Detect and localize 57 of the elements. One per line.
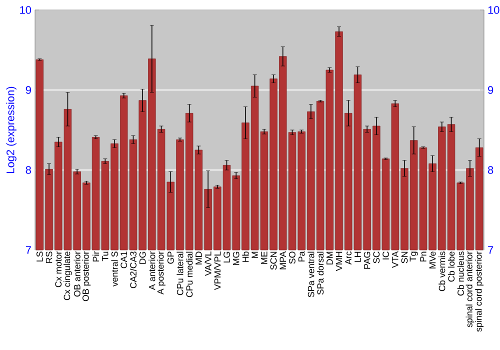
x-tick-label: MD [196, 252, 202, 264]
x-tick-label: DM [326, 252, 333, 264]
x-tick-label: VTA [392, 251, 398, 268]
x-tick-label: spinal cord anterior [466, 251, 474, 328]
x-tick-label: VA/VL [204, 251, 212, 276]
x-tick-label: Pir [92, 251, 100, 262]
x-tick-label: VPM/VPL [214, 251, 221, 290]
x-tick-label: ME [261, 252, 268, 264]
x-tick-label: Cx motor [55, 251, 62, 288]
x-tick-label: CA2/CA3 [130, 252, 137, 288]
x-tick-label: LH [354, 252, 361, 262]
y2-tick-label: 9 [488, 86, 494, 94]
x-tick-label: MVe [429, 252, 436, 268]
x-tick-label: Cb vermis [438, 252, 446, 292]
x-tick-label: CPu lateral [176, 252, 184, 296]
x-tick-label: LS [36, 252, 43, 262]
x-tick-label: OB anterior [74, 251, 80, 297]
x-tick-label: SPa ventral [308, 252, 314, 298]
y2-tick-label: 7 [488, 246, 494, 254]
x-tick-label: VMH [336, 252, 342, 272]
x-tick-label: CPu medial [186, 252, 193, 298]
x-tick-label: ventral S [111, 252, 118, 287]
x-tick-label: SO [289, 252, 296, 264]
x-tick-label: Cx cingulate [64, 252, 72, 300]
y-tick-label: 7 [26, 246, 31, 254]
x-tick-label: Arc [345, 251, 352, 265]
x-tick-label: SCN [270, 252, 277, 270]
x-tick-label: GP [167, 252, 174, 264]
y-tick-label: 8 [26, 166, 31, 174]
x-tick-label: Tg [410, 252, 418, 262]
x-tick-label: SN [401, 252, 408, 264]
y-axis-title: Log2 (expression) [6, 86, 16, 173]
x-tick-label: Pa [298, 251, 305, 262]
x-tick-label: Tu [102, 252, 108, 262]
x-tick-label: IC [382, 252, 389, 260]
x-tick-label: Hb [242, 252, 249, 262]
x-tick-label: SC [373, 252, 380, 264]
x-tick-label: A posterior [157, 251, 166, 295]
y2-tick-label: 10 [488, 6, 500, 14]
x-tick-label: CA1 [120, 252, 128, 268]
x-tick-label: LG [224, 252, 230, 262]
x-tick-label: MG [232, 252, 240, 265]
x-tick-label: RS [46, 252, 52, 263]
x-tick-label: A anterior [148, 251, 156, 290]
y-tick-label: 9 [26, 86, 31, 94]
x-tick-label: M [252, 252, 258, 258]
x-tick-label: OB posterior [82, 251, 91, 302]
x-tick-label: MPA [280, 251, 286, 270]
x-tick-label: spinal cord posterior [475, 251, 484, 332]
x-tick-label: Cb lobe [448, 252, 455, 282]
x-tick-label: Pn [420, 252, 426, 262]
x-tick-label: Cb nucleus [457, 252, 464, 296]
y2-tick-label: 8 [488, 166, 494, 174]
x-tick-label: PAG [364, 252, 370, 269]
y-tick-label: 10 [20, 6, 32, 14]
x-tick-label: DG [139, 252, 146, 264]
x-tick-label: SPa dorsal [317, 252, 324, 295]
